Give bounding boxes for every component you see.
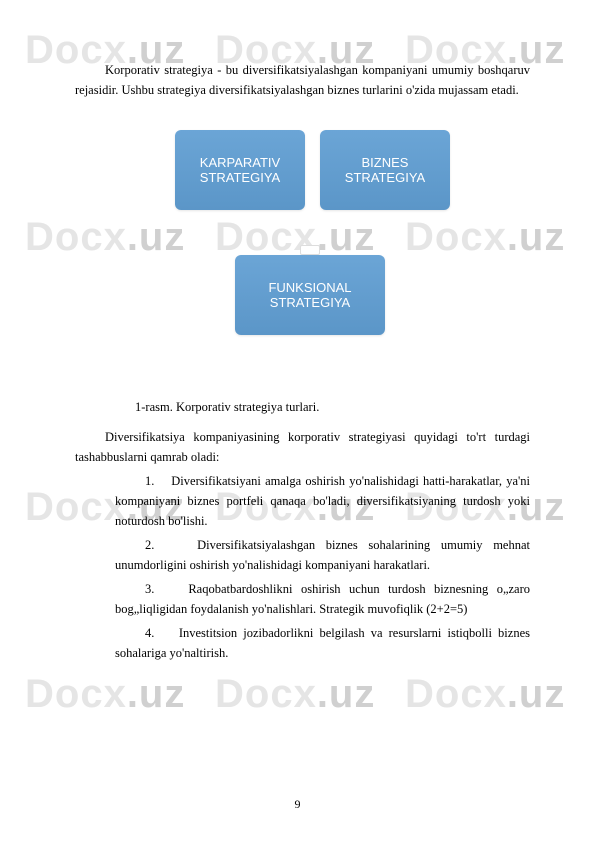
item-text: Investitsion jozibadorlikni belgilash va… (115, 626, 530, 660)
page-content: Korporativ strategiya - bu diversifikats… (0, 0, 595, 707)
diagram-box-karparativ: KARPARATIV STRATEGIYA (175, 130, 305, 210)
box-label: KARPARATIV STRATEGIYA (183, 155, 297, 185)
strategy-diagram: KARPARATIV STRATEGIYA BIZNES STRATEGIYA … (75, 120, 530, 380)
box-label: BIZNES STRATEGIYA (328, 155, 442, 185)
box-label: FUNKSIONAL STRATEGIYA (243, 280, 377, 310)
list-item: 2. Diversifikatsiyalashgan biznes sohala… (115, 535, 530, 575)
item-number: 4. (145, 626, 154, 640)
diagram-box-funksional: FUNKSIONAL STRATEGIYA (235, 255, 385, 335)
figure-caption: 1-rasm. Korporativ strategiya turlari. (135, 400, 530, 415)
item-number: 1. (145, 474, 154, 488)
list-item: 4. Investitsion jozibadorlikni belgilash… (115, 623, 530, 663)
item-text: Diversifikatsiyani amalga oshirish yo'na… (115, 474, 530, 528)
diagram-badge (300, 245, 320, 255)
list-item: 1. Diversifikatsiyani amalga oshirish yo… (115, 471, 530, 531)
item-number: 3. (145, 582, 154, 596)
item-text: Diversifikatsiyalashgan biznes sohalarin… (115, 538, 530, 572)
intro-paragraph: Korporativ strategiya - bu diversifikats… (75, 60, 530, 100)
item-text: Raqobatbardoshlikni oshirish uchun turdo… (115, 582, 530, 616)
item-number: 2. (145, 538, 154, 552)
lead-paragraph: Diversifikatsiya kompaniyasining korpora… (75, 427, 530, 467)
page-number: 9 (295, 797, 301, 812)
list-item: 3. Raqobatbardoshlikni oshirish uchun tu… (115, 579, 530, 619)
diagram-box-biznes: BIZNES STRATEGIYA (320, 130, 450, 210)
